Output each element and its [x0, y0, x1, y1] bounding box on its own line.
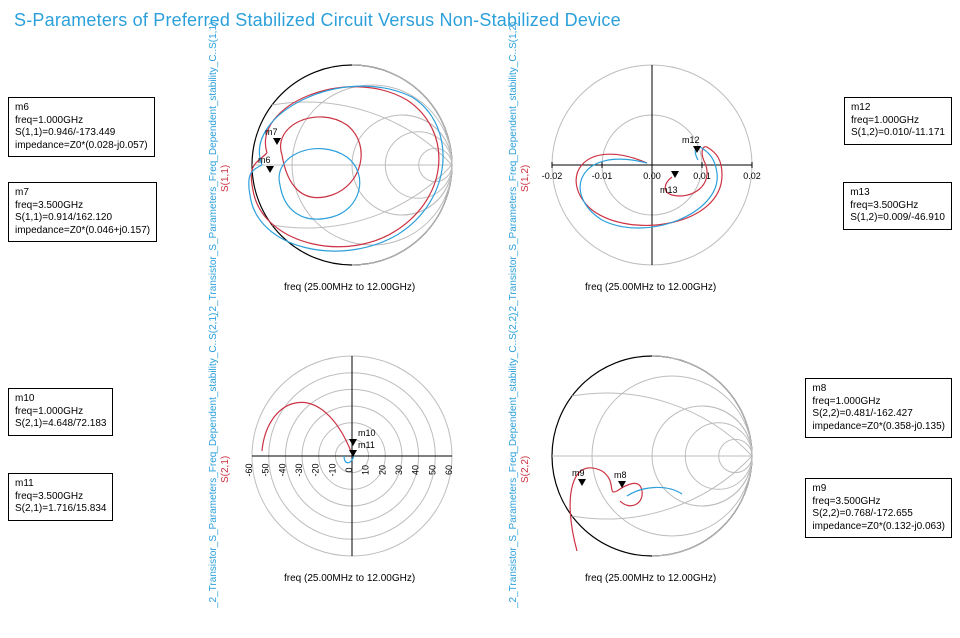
ylabel-s12: _2_Transistor_S_Parameters_Freq_Dependen… — [508, 22, 519, 317]
panel-s22: _2_Transistor_S_Parameters_Freq_Dependen… — [480, 328, 956, 619]
page-title: S-Parameters of Preferred Stabilized Cir… — [0, 0, 960, 31]
svg-text:0.00: 0.00 — [643, 171, 661, 181]
svg-text:-10: -10 — [327, 463, 337, 476]
panel-s11: m6 freq=1.000GHz S(1,1)=0.946/-173.449 i… — [4, 37, 480, 328]
svg-text:m9: m9 — [572, 468, 585, 478]
svg-text:m8: m8 — [614, 470, 627, 480]
svg-text:m11: m11 — [358, 440, 375, 450]
polar-s21: -60 -50 -40 -30 -20 -10 0 10 20 30 40 50… — [222, 336, 482, 596]
svg-text:-60: -60 — [244, 463, 254, 476]
marker-box-m11: m11 freq=3.500GHz S(2,1)=1.716/15.834 — [8, 473, 113, 521]
ylabel-s22: _2_Transistor_S_Parameters_Freq_Dependen… — [508, 313, 519, 608]
marker-m9: m9 — [572, 468, 586, 486]
svg-text:-20: -20 — [311, 463, 321, 476]
marker-m8: m8 — [614, 470, 627, 488]
svg-text:-40: -40 — [277, 463, 287, 476]
ylabel-s11: _2_Transistor_S_Parameters_Freq_Dependen… — [208, 22, 219, 317]
trace-red-s12 — [576, 147, 722, 226]
panel-s12: _2_Transistor_S_Parameters_Freq_Dependen… — [480, 37, 956, 328]
svg-text:-30: -30 — [294, 463, 304, 476]
marker-m7: m7 — [265, 127, 281, 145]
svg-text:40: 40 — [411, 465, 421, 475]
svg-text:10: 10 — [361, 465, 371, 475]
marker-box-m13: m13 freq=3.500GHz S(1,2)=0.009/-46.910 — [843, 182, 952, 230]
marker-m12: m12 — [682, 135, 701, 153]
marker-box-m12: m12 freq=1.000GHz S(1,2)=0.010/-11.171 — [844, 97, 952, 145]
svg-text:60: 60 — [444, 465, 454, 475]
freq-caption-s11: freq (25.00MHz to 12.00GHz) — [284, 282, 415, 293]
trace-blue-s22 — [627, 487, 682, 496]
svg-text:m12: m12 — [682, 135, 700, 145]
smith-s22: m8 m9 — [522, 336, 782, 596]
marker-box-m6: m6 freq=1.000GHz S(1,1)=0.946/-173.449 i… — [8, 97, 155, 157]
marker-m6: m6 — [258, 155, 274, 173]
panel-s21: m10 freq=1.000GHz S(2,1)=4.648/72.183 m1… — [4, 328, 480, 619]
marker-box-m10: m10 freq=1.000GHz S(2,1)=4.648/72.183 — [8, 388, 113, 436]
svg-text:-50: -50 — [261, 463, 271, 476]
trace-red-s11 — [251, 87, 439, 247]
svg-text:30: 30 — [394, 465, 404, 475]
marker-m13: m13 — [660, 171, 679, 195]
ylabel-s21: _2_Transistor_S_Parameters_Freq_Dependen… — [208, 313, 219, 608]
freq-caption-s22: freq (25.00MHz to 12.00GHz) — [585, 573, 716, 584]
polar-s12: -0.02 -0.01 0.00 0.01 0.02 m12 m13 — [522, 45, 782, 305]
svg-text:0.01: 0.01 — [693, 171, 711, 181]
svg-text:0: 0 — [344, 467, 354, 472]
marker-box-m9: m9 freq=3.500GHz S(2,2)=0.768/-172.655 i… — [805, 478, 952, 538]
svg-text:-0.01: -0.01 — [592, 171, 613, 181]
svg-text:m7: m7 — [265, 127, 278, 137]
marker-box-m7: m7 freq=3.500GHz S(1,1)=0.914/162.120 im… — [8, 182, 157, 242]
freq-caption-s21: freq (25.00MHz to 12.00GHz) — [284, 573, 415, 584]
chart-grid: m6 freq=1.000GHz S(1,1)=0.946/-173.449 i… — [0, 31, 960, 631]
svg-text:m13: m13 — [660, 185, 678, 195]
smith-s11: m6 m7 — [222, 45, 482, 305]
svg-text:-0.02: -0.02 — [542, 171, 563, 181]
freq-caption-s12: freq (25.00MHz to 12.00GHz) — [585, 282, 716, 293]
svg-text:m10: m10 — [358, 428, 376, 438]
svg-text:0.02: 0.02 — [743, 171, 761, 181]
svg-text:m6: m6 — [258, 155, 271, 165]
marker-box-m8: m8 freq=1.000GHz S(2,2)=0.481/-162.427 i… — [805, 378, 952, 438]
svg-text:50: 50 — [427, 465, 437, 475]
svg-text:20: 20 — [377, 465, 387, 475]
